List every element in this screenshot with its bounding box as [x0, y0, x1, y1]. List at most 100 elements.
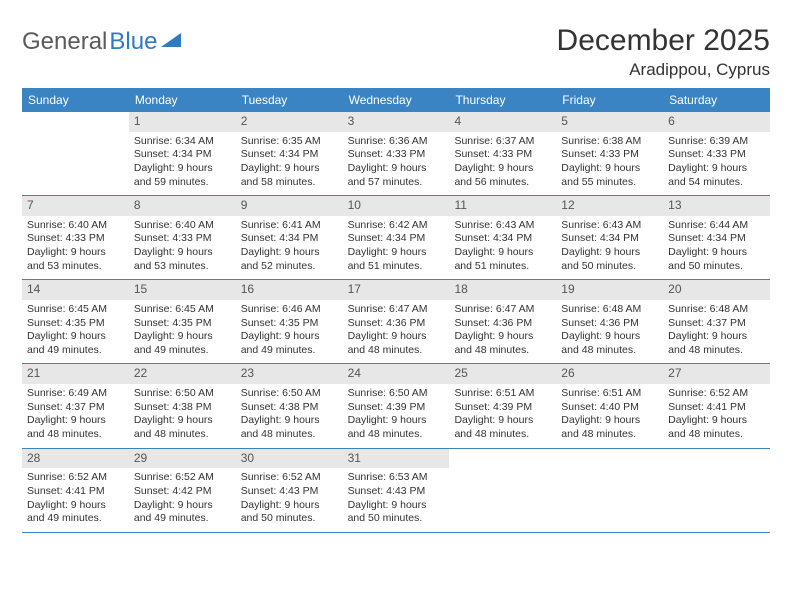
day-number: 23	[236, 364, 343, 384]
day-number: 3	[343, 112, 450, 132]
location-label: Aradippou, Cyprus	[557, 60, 770, 80]
sunset-text: Sunset: 4:34 PM	[348, 232, 445, 246]
daylight-text: Daylight: 9 hours and 48 minutes.	[668, 414, 765, 441]
day-body: Sunrise: 6:51 AMSunset: 4:39 PMDaylight:…	[449, 384, 556, 448]
day-number: 29	[129, 449, 236, 469]
weekday-header-cell: Tuesday	[236, 88, 343, 112]
sunset-text: Sunset: 4:33 PM	[561, 148, 658, 162]
day-body: Sunrise: 6:52 AMSunset: 4:41 PMDaylight:…	[22, 468, 129, 532]
day-number: 6	[663, 112, 770, 132]
daylight-text: Daylight: 9 hours and 52 minutes.	[241, 246, 338, 273]
sunset-text: Sunset: 4:38 PM	[241, 401, 338, 415]
daylight-text: Daylight: 9 hours and 48 minutes.	[348, 414, 445, 441]
sunset-text: Sunset: 4:33 PM	[668, 148, 765, 162]
sunrise-text: Sunrise: 6:47 AM	[454, 303, 551, 317]
sunset-text: Sunset: 4:34 PM	[561, 232, 658, 246]
weekday-header-cell: Friday	[556, 88, 663, 112]
sunset-text: Sunset: 4:34 PM	[241, 232, 338, 246]
sunrise-text: Sunrise: 6:37 AM	[454, 135, 551, 149]
sunrise-text: Sunrise: 6:44 AM	[668, 219, 765, 233]
day-body: Sunrise: 6:51 AMSunset: 4:40 PMDaylight:…	[556, 384, 663, 448]
sunrise-text: Sunrise: 6:48 AM	[668, 303, 765, 317]
sunrise-text: Sunrise: 6:53 AM	[348, 471, 445, 485]
weekday-header-cell: Thursday	[449, 88, 556, 112]
day-body: Sunrise: 6:38 AMSunset: 4:33 PMDaylight:…	[556, 132, 663, 196]
day-cell: 1Sunrise: 6:34 AMSunset: 4:34 PMDaylight…	[129, 112, 236, 195]
week-row: 14Sunrise: 6:45 AMSunset: 4:35 PMDayligh…	[22, 280, 770, 364]
daylight-text: Daylight: 9 hours and 48 minutes.	[134, 414, 231, 441]
day-cell: 8Sunrise: 6:40 AMSunset: 4:33 PMDaylight…	[129, 196, 236, 279]
weekday-header-cell: Monday	[129, 88, 236, 112]
sunrise-text: Sunrise: 6:41 AM	[241, 219, 338, 233]
day-body: Sunrise: 6:34 AMSunset: 4:34 PMDaylight:…	[129, 132, 236, 196]
sunset-text: Sunset: 4:40 PM	[561, 401, 658, 415]
daylight-text: Daylight: 9 hours and 54 minutes.	[668, 162, 765, 189]
sunrise-text: Sunrise: 6:49 AM	[27, 387, 124, 401]
daylight-text: Daylight: 9 hours and 49 minutes.	[27, 499, 124, 526]
day-body: Sunrise: 6:52 AMSunset: 4:41 PMDaylight:…	[663, 384, 770, 448]
sunrise-text: Sunrise: 6:51 AM	[561, 387, 658, 401]
sunset-text: Sunset: 4:36 PM	[561, 317, 658, 331]
day-body: Sunrise: 6:40 AMSunset: 4:33 PMDaylight:…	[22, 216, 129, 280]
day-body: Sunrise: 6:44 AMSunset: 4:34 PMDaylight:…	[663, 216, 770, 280]
daylight-text: Daylight: 9 hours and 55 minutes.	[561, 162, 658, 189]
day-cell: 11Sunrise: 6:43 AMSunset: 4:34 PMDayligh…	[449, 196, 556, 279]
day-cell: 9Sunrise: 6:41 AMSunset: 4:34 PMDaylight…	[236, 196, 343, 279]
day-cell: 25Sunrise: 6:51 AMSunset: 4:39 PMDayligh…	[449, 364, 556, 447]
sunset-text: Sunset: 4:34 PM	[134, 148, 231, 162]
weekday-header-cell: Sunday	[22, 88, 129, 112]
sunset-text: Sunset: 4:42 PM	[134, 485, 231, 499]
weeks-container: 1Sunrise: 6:34 AMSunset: 4:34 PMDaylight…	[22, 112, 770, 533]
day-number: 7	[22, 196, 129, 216]
daylight-text: Daylight: 9 hours and 50 minutes.	[561, 246, 658, 273]
day-cell: 22Sunrise: 6:50 AMSunset: 4:38 PMDayligh…	[129, 364, 236, 447]
day-body: Sunrise: 6:42 AMSunset: 4:34 PMDaylight:…	[343, 216, 450, 280]
sunset-text: Sunset: 4:39 PM	[454, 401, 551, 415]
day-body: Sunrise: 6:50 AMSunset: 4:38 PMDaylight:…	[129, 384, 236, 448]
daylight-text: Daylight: 9 hours and 57 minutes.	[348, 162, 445, 189]
day-cell: 5Sunrise: 6:38 AMSunset: 4:33 PMDaylight…	[556, 112, 663, 195]
title-block: December 2025 Aradippou, Cyprus	[557, 24, 770, 80]
daylight-text: Daylight: 9 hours and 48 minutes.	[241, 414, 338, 441]
day-body: Sunrise: 6:50 AMSunset: 4:38 PMDaylight:…	[236, 384, 343, 448]
calendar-page: GeneralBlue December 2025 Aradippou, Cyp…	[0, 0, 792, 557]
day-cell: 19Sunrise: 6:48 AMSunset: 4:36 PMDayligh…	[556, 280, 663, 363]
day-cell: 6Sunrise: 6:39 AMSunset: 4:33 PMDaylight…	[663, 112, 770, 195]
day-number: 26	[556, 364, 663, 384]
day-number: 21	[22, 364, 129, 384]
day-number: 1	[129, 112, 236, 132]
day-body: Sunrise: 6:49 AMSunset: 4:37 PMDaylight:…	[22, 384, 129, 448]
day-body: Sunrise: 6:52 AMSunset: 4:42 PMDaylight:…	[129, 468, 236, 532]
day-number: 14	[22, 280, 129, 300]
calendar-grid: SundayMondayTuesdayWednesdayThursdayFrid…	[22, 88, 770, 533]
sunrise-text: Sunrise: 6:45 AM	[134, 303, 231, 317]
daylight-text: Daylight: 9 hours and 49 minutes.	[241, 330, 338, 357]
weekday-header-cell: Saturday	[663, 88, 770, 112]
sunrise-text: Sunrise: 6:52 AM	[134, 471, 231, 485]
day-number: 17	[343, 280, 450, 300]
day-body: Sunrise: 6:47 AMSunset: 4:36 PMDaylight:…	[343, 300, 450, 364]
sunset-text: Sunset: 4:37 PM	[668, 317, 765, 331]
sunrise-text: Sunrise: 6:46 AM	[241, 303, 338, 317]
day-cell: 10Sunrise: 6:42 AMSunset: 4:34 PMDayligh…	[343, 196, 450, 279]
sunrise-text: Sunrise: 6:47 AM	[348, 303, 445, 317]
daylight-text: Daylight: 9 hours and 49 minutes.	[134, 499, 231, 526]
day-body: Sunrise: 6:48 AMSunset: 4:36 PMDaylight:…	[556, 300, 663, 364]
day-cell: 3Sunrise: 6:36 AMSunset: 4:33 PMDaylight…	[343, 112, 450, 195]
day-cell: 15Sunrise: 6:45 AMSunset: 4:35 PMDayligh…	[129, 280, 236, 363]
sunset-text: Sunset: 4:33 PM	[348, 148, 445, 162]
sunrise-text: Sunrise: 6:38 AM	[561, 135, 658, 149]
sunset-text: Sunset: 4:34 PM	[454, 232, 551, 246]
day-number: 15	[129, 280, 236, 300]
sunset-text: Sunset: 4:39 PM	[348, 401, 445, 415]
sunrise-text: Sunrise: 6:45 AM	[27, 303, 124, 317]
day-body: Sunrise: 6:45 AMSunset: 4:35 PMDaylight:…	[129, 300, 236, 364]
sunset-text: Sunset: 4:33 PM	[134, 232, 231, 246]
day-cell	[449, 449, 556, 532]
day-cell: 20Sunrise: 6:48 AMSunset: 4:37 PMDayligh…	[663, 280, 770, 363]
day-cell: 2Sunrise: 6:35 AMSunset: 4:34 PMDaylight…	[236, 112, 343, 195]
day-number: 10	[343, 196, 450, 216]
day-number: 8	[129, 196, 236, 216]
logo-text-gray: General	[22, 28, 107, 56]
day-cell: 13Sunrise: 6:44 AMSunset: 4:34 PMDayligh…	[663, 196, 770, 279]
